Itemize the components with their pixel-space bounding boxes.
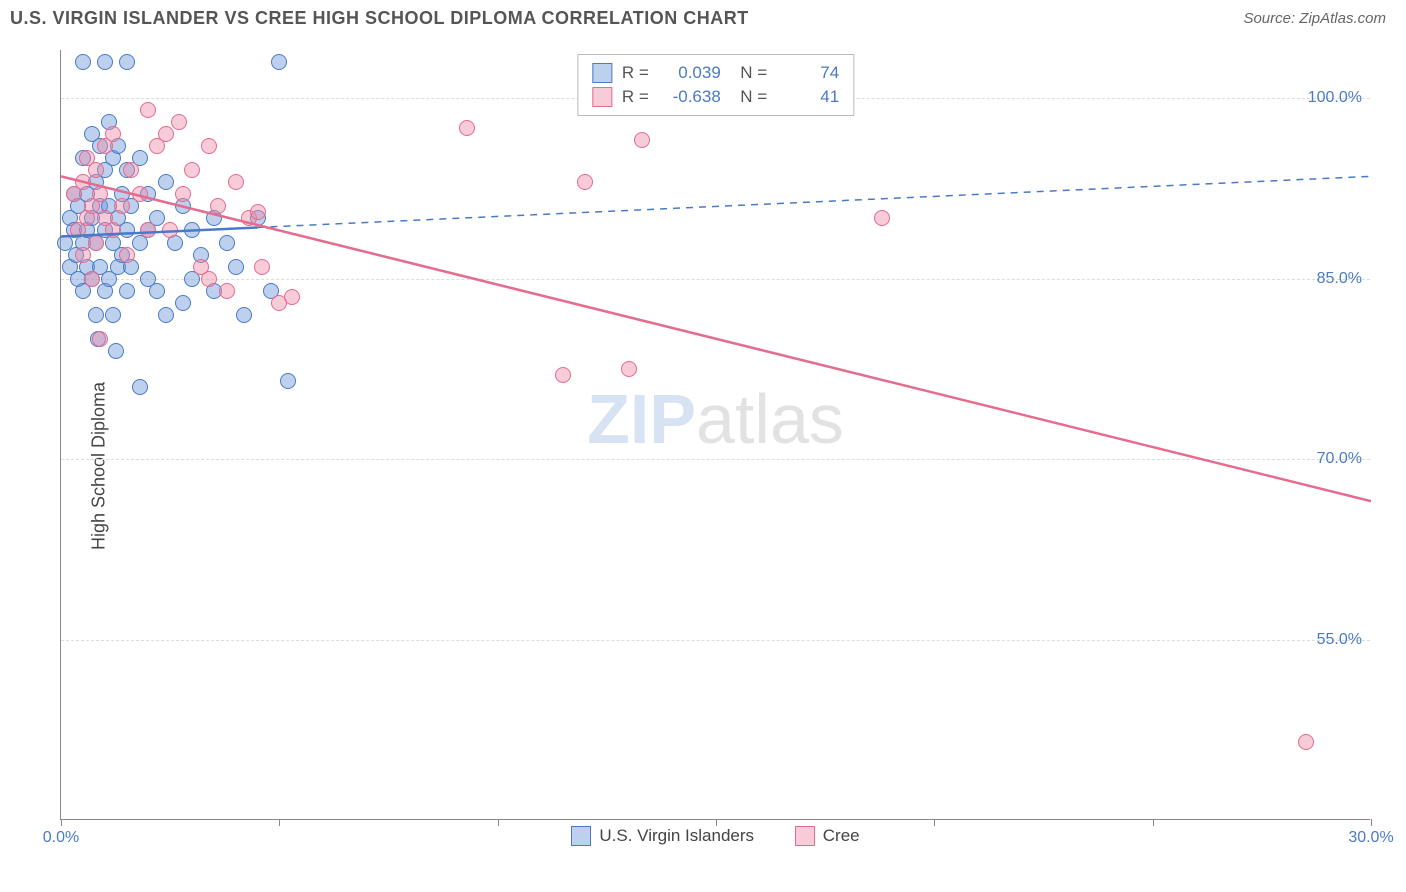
scatter-point [140,222,156,238]
scatter-point [280,373,296,389]
scatter-point [254,259,270,275]
xtick [279,819,280,826]
scatter-point [97,54,113,70]
scatter-point [201,271,217,287]
swatch-icon [571,826,591,846]
scatter-point [184,222,200,238]
scatter-point [874,210,890,226]
xtick [716,819,717,826]
scatter-point [108,343,124,359]
legend-stats: R = 0.039 N = 74 R = -0.638 N = 41 [577,54,854,116]
scatter-point [119,283,135,299]
ytick-label: 55.0% [1317,631,1362,649]
chart-container: High School Diploma ZIPatlas R = 0.039 N… [10,50,1396,882]
scatter-point [158,174,174,190]
scatter-point [75,247,91,263]
xtick [1371,819,1372,826]
legend-row-2: R = -0.638 N = 41 [592,85,839,109]
scatter-point [88,307,104,323]
scatter-point [171,114,187,130]
scatter-point [236,307,252,323]
ytick-label: 70.0% [1317,450,1362,468]
chart-title: U.S. VIRGIN ISLANDER VS CREE HIGH SCHOOL… [10,8,749,29]
scatter-point [228,259,244,275]
xtick-label: 30.0% [1348,829,1393,847]
scatter-point [555,367,571,383]
watermark: ZIPatlas [587,379,844,459]
scatter-point [162,222,178,238]
scatter-point [175,295,191,311]
scatter-point [88,162,104,178]
scatter-point [92,331,108,347]
scatter-point [158,126,174,142]
scatter-point [228,174,244,190]
legend-item-2: Cree [795,826,860,846]
swatch-icon [795,826,815,846]
scatter-point [123,162,139,178]
scatter-point [175,186,191,202]
scatter-point [119,247,135,263]
legend-item-1: U.S. Virgin Islanders [571,826,754,846]
xtick [61,819,62,826]
scatter-point [210,198,226,214]
scatter-point [149,283,165,299]
scatter-point [219,235,235,251]
swatch-series1 [592,63,612,83]
scatter-point [284,289,300,305]
legend-bottom: U.S. Virgin Islanders Cree [61,826,1370,851]
plot-area: ZIPatlas R = 0.039 N = 74 R = -0.638 N =… [60,50,1370,820]
scatter-point [119,54,135,70]
legend-row-1: R = 0.039 N = 74 [592,61,839,85]
xtick-label: 0.0% [43,829,79,847]
gridline [61,279,1370,280]
scatter-point [75,54,91,70]
scatter-point [459,120,475,136]
xtick [498,819,499,826]
scatter-point [577,174,593,190]
scatter-point [621,361,637,377]
trend-lines [61,50,1371,820]
scatter-point [92,186,108,202]
xtick [1153,819,1154,826]
scatter-point [84,271,100,287]
scatter-point [140,102,156,118]
header: U.S. VIRGIN ISLANDER VS CREE HIGH SCHOOL… [0,0,1406,41]
scatter-point [201,138,217,154]
scatter-point [75,174,91,190]
source-label: Source: ZipAtlas.com [1243,10,1386,27]
scatter-point [105,126,121,142]
scatter-point [114,198,130,214]
scatter-point [105,307,121,323]
scatter-point [271,54,287,70]
scatter-point [250,204,266,220]
scatter-point [1298,734,1314,750]
scatter-point [105,222,121,238]
swatch-series2 [592,87,612,107]
gridline [61,640,1370,641]
scatter-point [219,283,235,299]
scatter-point [88,235,104,251]
scatter-point [132,186,148,202]
ytick-label: 85.0% [1317,270,1362,288]
xtick [934,819,935,826]
ytick-label: 100.0% [1308,89,1362,107]
scatter-point [184,162,200,178]
gridline [61,459,1370,460]
scatter-point [634,132,650,148]
scatter-point [132,379,148,395]
scatter-point [158,307,174,323]
